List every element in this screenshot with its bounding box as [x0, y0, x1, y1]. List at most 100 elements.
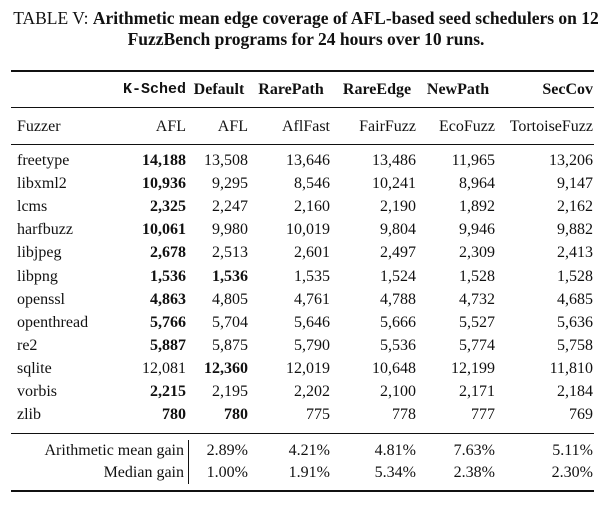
summary-cell: 1.91% [288, 464, 330, 481]
table-cell: 1,536 [150, 267, 186, 285]
table-cell: 2,325 [150, 198, 186, 216]
table-cell: 10,936 [142, 175, 186, 193]
table-cell: 5,887 [150, 336, 186, 354]
header-seccov: SecCov [542, 81, 593, 98]
col-afl-ksched: AFL [155, 118, 186, 135]
header-rarepath: RarePath [258, 81, 324, 98]
rule-colhead [11, 144, 594, 145]
table-cell: 2,162 [557, 198, 593, 216]
row-label: vorbis [17, 383, 57, 400]
table-cell: 13,206 [549, 152, 593, 169]
col-afl-default: AFL [217, 118, 248, 135]
table-caption: TABLE V: Arithmetic mean edge coverage o… [4, 8, 608, 50]
table-cell: 2,184 [557, 383, 593, 400]
table-cell: 5,790 [294, 336, 330, 354]
row-label: libjpeg [17, 244, 62, 262]
table-cell: 780 [224, 406, 248, 424]
table-cell: 5,704 [212, 313, 248, 331]
table-cell: 9,295 [212, 175, 248, 193]
table-cell: 9,147 [557, 175, 593, 193]
col-ecofuzz: EcoFuzz [439, 118, 495, 135]
table-cell: 2,202 [294, 383, 330, 400]
table-cell: 775 [306, 406, 330, 424]
table-cell: 5,766 [150, 313, 186, 331]
table-cell: 9,804 [380, 221, 416, 239]
table-cell: 2,678 [150, 244, 186, 262]
table-cell: 12,019 [286, 359, 330, 377]
header-newpath: NewPath [426, 81, 490, 98]
col-aflfast: AflFast [282, 118, 330, 135]
table-cell: 4,805 [212, 290, 248, 308]
row-label: libxml2 [17, 175, 67, 193]
rule-header [11, 107, 594, 108]
caption-title: Arithmetic mean edge coverage of AFL-bas… [92, 8, 599, 49]
table-cell: 13,508 [204, 152, 248, 169]
table-cell: 10,061 [142, 221, 186, 239]
table-cell: 1,536 [212, 267, 248, 285]
col-fuzzer: Fuzzer [17, 118, 61, 135]
row-label: libpng [17, 267, 58, 285]
table-cell: 2,413 [557, 244, 593, 262]
row-label: harfbuzz [17, 221, 73, 239]
summary-cell: 4.21% [288, 442, 330, 459]
table-cell: 2,215 [150, 383, 186, 400]
table-cell: 5,666 [380, 313, 416, 331]
table-cell: 2,195 [212, 383, 248, 400]
col-fairfuzz: FairFuzz [359, 118, 416, 135]
summary-divider [188, 440, 189, 484]
table-cell: 12,360 [204, 359, 248, 377]
row-label: sqlite [17, 359, 52, 377]
table-cell: 4,863 [150, 290, 186, 308]
table-cell: 8,964 [459, 175, 495, 193]
table-cell: 4,761 [294, 290, 330, 308]
table-cell: 2,190 [380, 198, 416, 216]
summary-cell: 4.81% [374, 442, 416, 459]
table-cell: 1,528 [557, 267, 593, 285]
table-cell: 5,536 [380, 336, 416, 354]
table-cell: 4,788 [380, 290, 416, 308]
row-label: freetype [17, 152, 70, 169]
table-cell: 778 [392, 406, 416, 424]
header-default: Default [193, 81, 245, 98]
summary-label: Arithmetic mean gain [44, 442, 184, 459]
summary-cell: 2.30% [551, 464, 593, 481]
table-cell: 769 [569, 406, 593, 424]
table-cell: 11,810 [549, 359, 593, 377]
table-cell: 5,758 [557, 336, 593, 354]
table-cell: 5,875 [212, 336, 248, 354]
table-cell: 4,685 [557, 290, 593, 308]
summary-cell: 2.38% [453, 464, 495, 481]
summary-cell: 2.89% [206, 442, 248, 459]
table-cell: 2,247 [212, 198, 248, 216]
row-label: openssl [17, 290, 65, 308]
summary-cell: 5.11% [552, 442, 593, 459]
table-cell: 2,309 [459, 244, 495, 262]
caption-lead: TABLE V: [13, 8, 93, 28]
summary-cell: 7.63% [453, 442, 495, 459]
table-cell: 9,980 [212, 221, 248, 239]
row-label: lcms [17, 198, 48, 216]
table-cell: 777 [471, 406, 495, 424]
table-cell: 5,774 [459, 336, 495, 354]
table-cell: 10,241 [372, 175, 416, 193]
header-rareedge: RareEdge [342, 81, 412, 98]
table-cell: 1,524 [380, 267, 416, 285]
table-cell: 12,081 [142, 359, 186, 377]
summary-cell: 5.34% [374, 464, 416, 481]
summary-cell: 1.00% [206, 464, 248, 481]
rule-bottom [11, 490, 594, 492]
summary-label: Median gain [103, 464, 184, 481]
table-cell: 10,648 [372, 359, 416, 377]
table-cell: 10,019 [286, 221, 330, 239]
table-cell: 14,188 [142, 152, 186, 169]
table-cell: 1,892 [459, 198, 495, 216]
header-ksched: K-Sched [122, 81, 186, 98]
table-cell: 12,199 [451, 359, 495, 377]
table-cell: 5,646 [294, 313, 330, 331]
table-cell: 780 [162, 406, 186, 424]
table-cell: 4,732 [459, 290, 495, 308]
row-label: re2 [17, 336, 38, 354]
table-cell: 2,601 [294, 244, 330, 262]
table-cell: 1,528 [459, 267, 495, 285]
table-cell: 2,513 [212, 244, 248, 262]
